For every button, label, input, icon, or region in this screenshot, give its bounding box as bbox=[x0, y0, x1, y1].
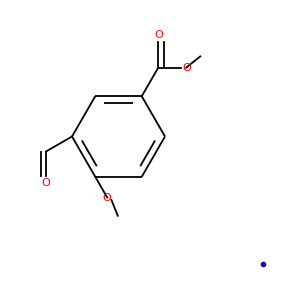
Text: O: O bbox=[182, 63, 191, 73]
Text: O: O bbox=[103, 193, 112, 202]
Text: O: O bbox=[154, 30, 163, 40]
Text: O: O bbox=[42, 178, 50, 188]
